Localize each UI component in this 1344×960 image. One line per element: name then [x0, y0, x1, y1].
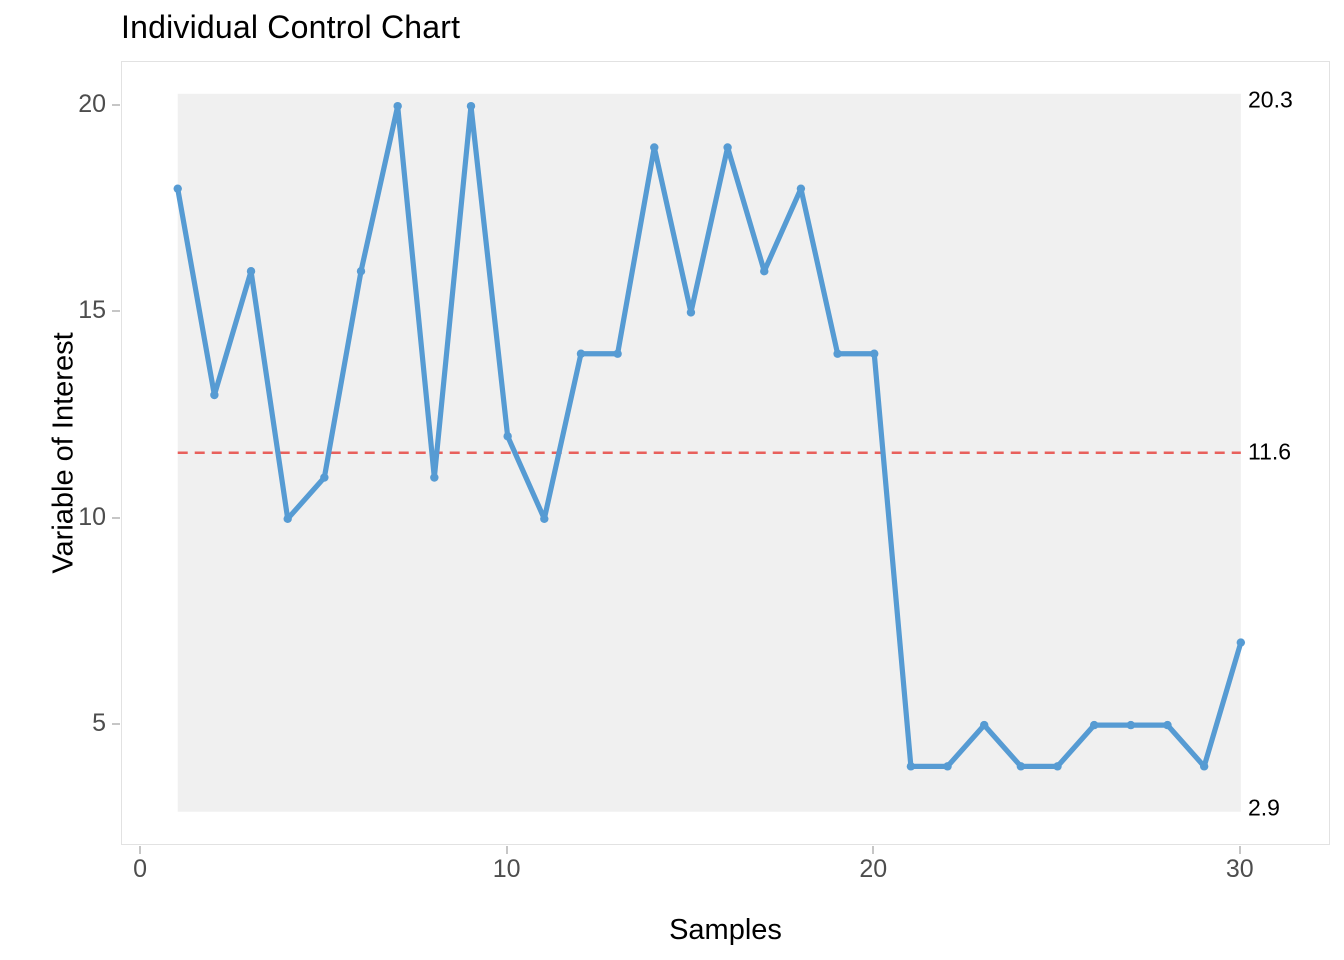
data-point — [356, 267, 366, 276]
data-point — [320, 473, 329, 482]
x-tick-mark — [139, 846, 142, 854]
y-tick-mark — [112, 104, 120, 107]
data-point — [1016, 762, 1026, 771]
chart-title: Individual Control Chart — [121, 9, 461, 45]
y-tick-label: 20 — [78, 90, 106, 119]
data-point — [650, 143, 659, 152]
data-point — [576, 349, 586, 358]
x-tick-label: 30 — [1225, 855, 1254, 883]
x-tick-label: 0 — [133, 855, 147, 883]
data-point — [1236, 638, 1246, 647]
data-point — [980, 720, 989, 730]
chart-canvas — [173, 93, 1246, 812]
y-tick-label: 10 — [78, 502, 106, 531]
x-tick-label: 10 — [492, 855, 521, 883]
data-point — [466, 101, 476, 111]
x-tick-mark — [505, 846, 508, 854]
x-tick-mark — [872, 846, 875, 854]
data-line — [175, 103, 1244, 769]
data-point — [1089, 720, 1099, 730]
data-point — [760, 267, 769, 276]
data-point — [833, 349, 842, 358]
y-axis-title: Variable of Interest — [47, 332, 80, 574]
data-point — [613, 349, 622, 358]
data-point — [1163, 720, 1172, 730]
y-tick-label: 15 — [78, 296, 106, 325]
data-point — [686, 308, 696, 317]
data-point — [723, 143, 732, 152]
data-point — [1053, 762, 1062, 771]
upper-control-limit-label: 20.3 — [1248, 86, 1293, 113]
y-tick-mark — [112, 516, 120, 519]
y-tick-mark — [112, 723, 120, 726]
x-tick-label: 20 — [859, 855, 888, 883]
data-point — [173, 184, 182, 193]
y-tick-mark — [112, 310, 120, 313]
data-point — [796, 184, 806, 193]
x-tick-mark — [1238, 846, 1241, 854]
data-point — [246, 267, 256, 276]
plot-panel — [121, 61, 1330, 845]
data-point — [430, 473, 439, 482]
y-tick-label: 5 — [92, 709, 106, 738]
data-point — [540, 514, 549, 523]
data-point — [943, 762, 952, 771]
data-point — [1126, 720, 1136, 730]
data-point — [393, 101, 402, 111]
data-point — [210, 390, 219, 400]
data-point — [1199, 762, 1209, 771]
data-point — [503, 432, 512, 441]
data-point — [283, 514, 292, 523]
data-point — [870, 349, 879, 358]
lower-control-limit-label: 2.9 — [1248, 794, 1280, 821]
x-axis-title: Samples — [669, 914, 782, 946]
center-line-label: 11.6 — [1248, 438, 1292, 465]
data-point — [906, 762, 916, 771]
